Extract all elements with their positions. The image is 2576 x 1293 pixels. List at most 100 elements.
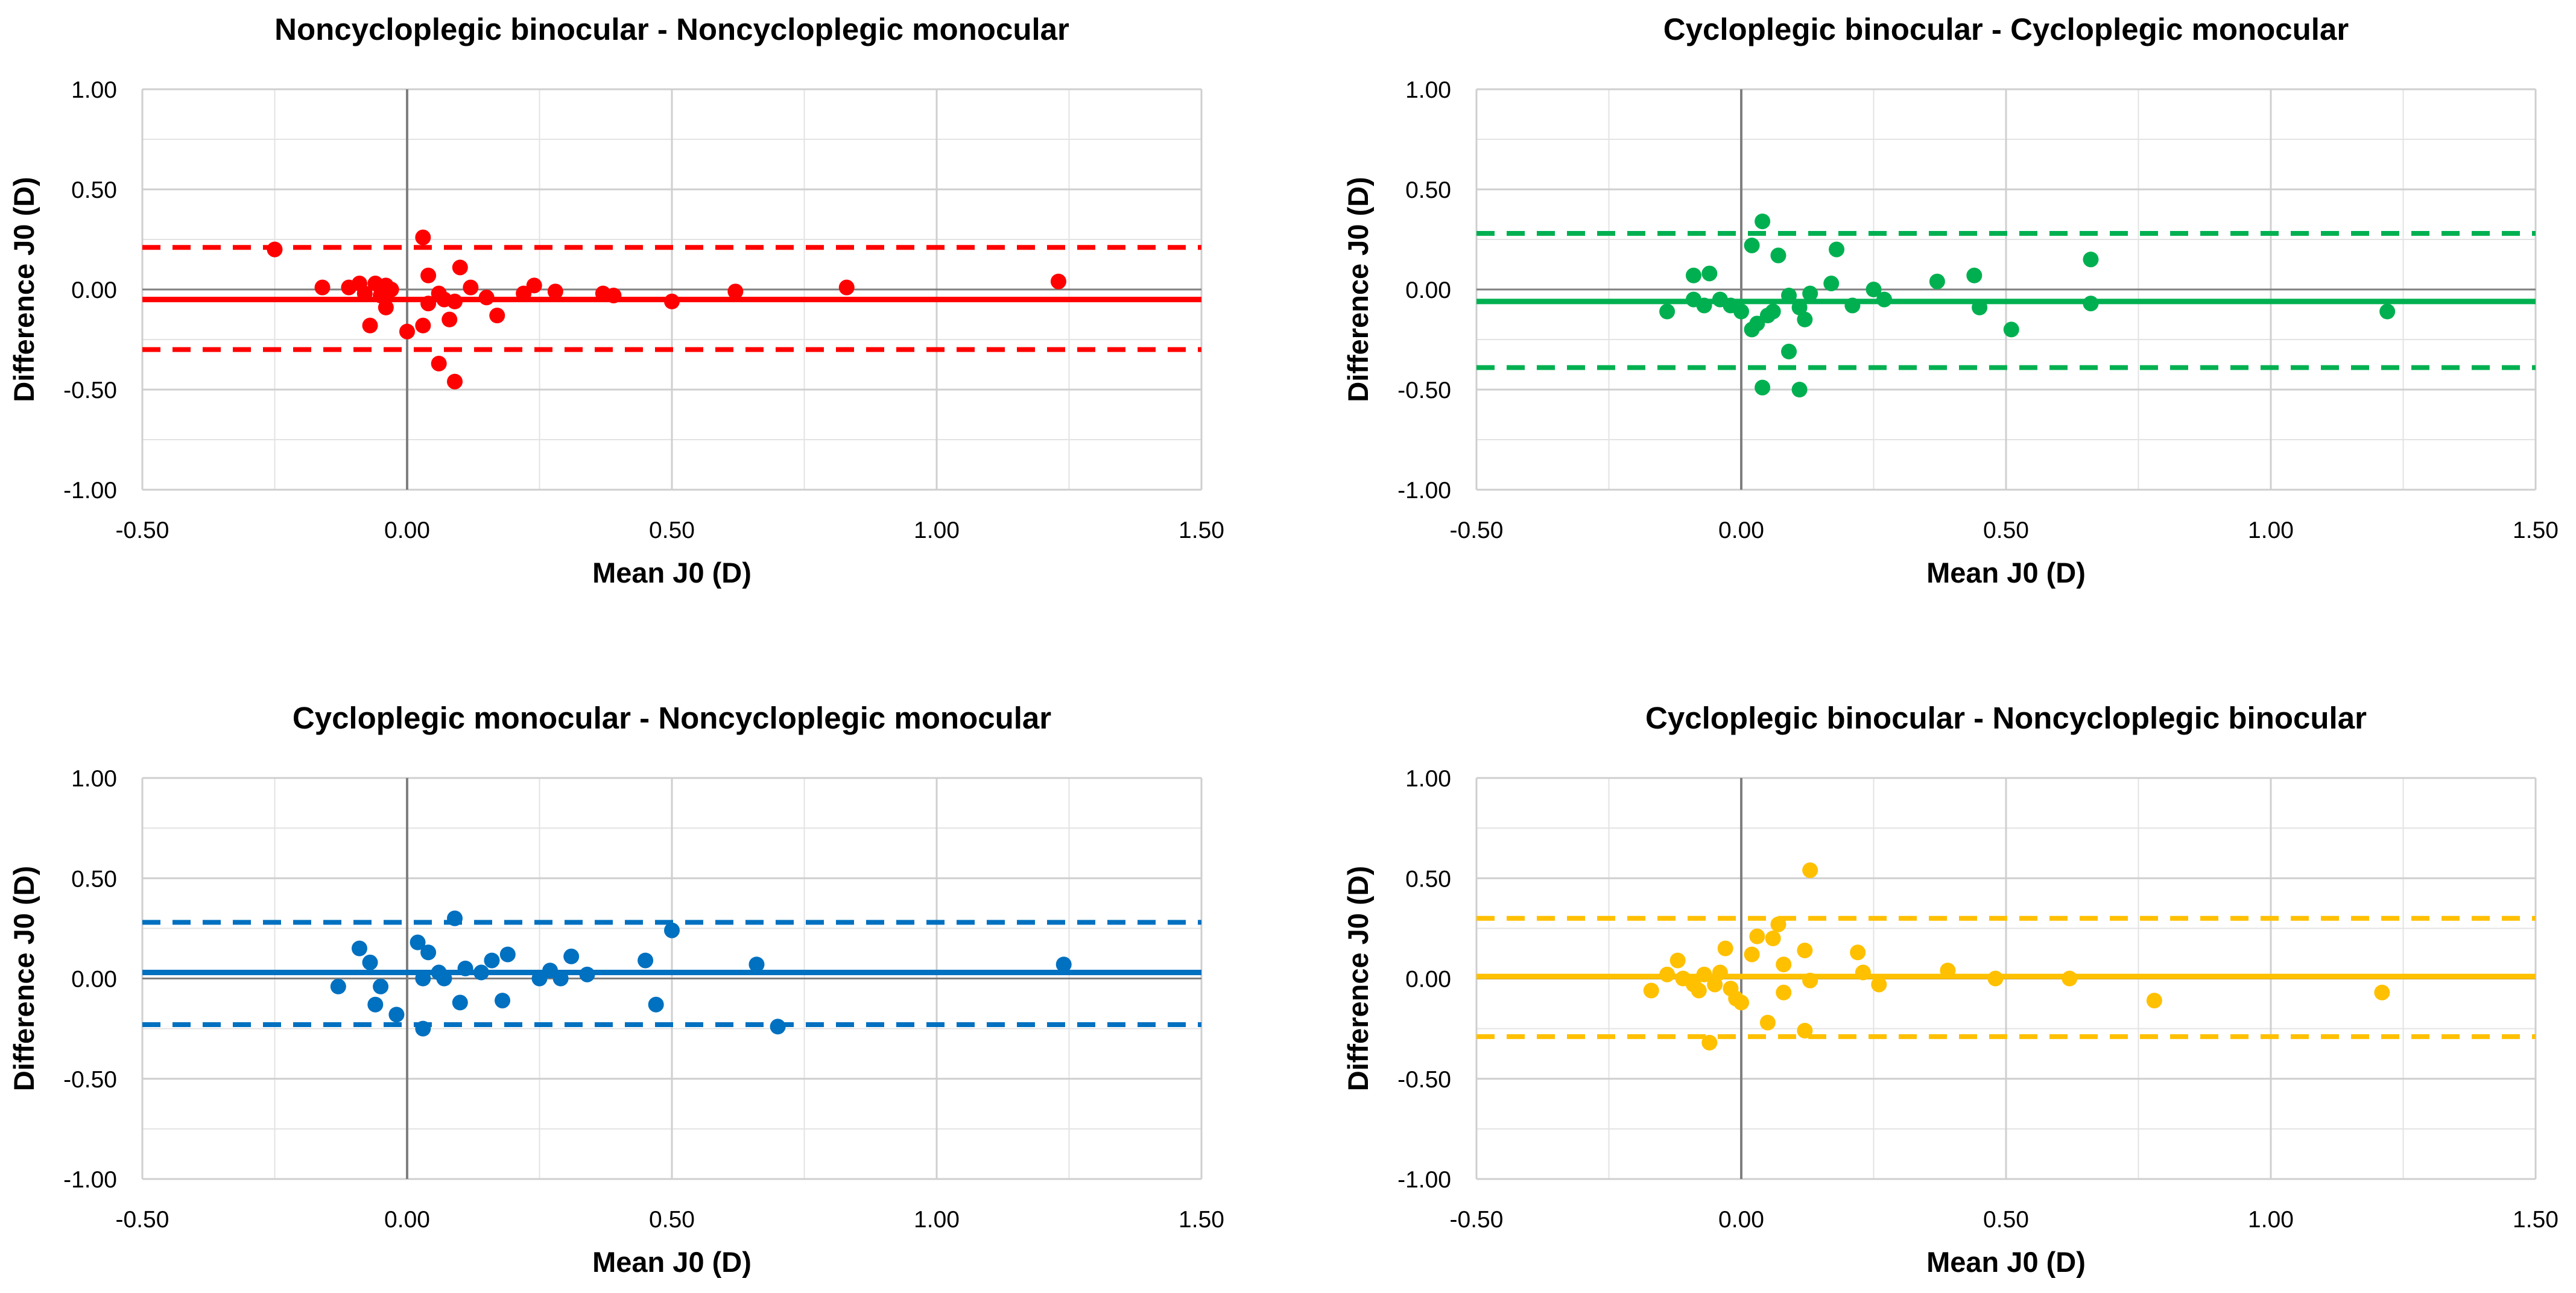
x-tick-label: -0.50 [1450,517,1504,543]
y-tick-label: 1.00 [1405,77,1451,103]
data-point [1791,382,1808,397]
x-tick-label: 0.50 [1983,1207,2029,1233]
data-point [447,373,463,390]
data-point [388,1007,405,1023]
data-point [1797,1022,1813,1039]
y-tick-label: 0.00 [71,277,117,303]
data-point [748,956,765,973]
data-point [1696,966,1712,982]
data-point [415,229,431,245]
data-point [463,279,479,296]
data-point [267,241,283,258]
y-axis-title: Difference J0 (D) [8,866,40,1092]
data-point [447,293,463,309]
y-tick-label: 1.00 [1405,766,1451,792]
data-point [1733,994,1749,1011]
data-point [1987,970,2004,987]
data-point [420,944,437,961]
x-axis-title: Mean J0 (D) [592,557,752,589]
data-point [452,994,468,1011]
data-point [362,317,378,334]
data-point [362,954,378,970]
x-tick-label: 0.00 [1718,1207,1764,1233]
data-point [1797,942,1813,958]
data-point [1669,952,1686,969]
data-point [447,910,463,926]
chart-panel-4: 1.00 0.50 0.00 -0.50 -1.00 -0.50 0.00 0.50 1.00 1… [1342,701,2559,1278]
data-point [489,308,505,324]
data-point [367,996,384,1013]
chart-title: Cycloplegic binocular - Noncycloplegic b… [1645,701,2367,735]
data-point [1823,276,1840,292]
data-point [1871,976,1887,993]
data-point [664,293,680,309]
data-point [1776,956,1792,973]
data-point [1972,299,1988,315]
data-point [330,978,346,994]
x-tick-label: -0.50 [1450,1207,1504,1233]
x-axis-title: Mean J0 (D) [1926,1246,2086,1278]
data-point [2379,303,2396,320]
data-point [431,355,447,371]
data-point [373,978,389,994]
y-tick-label: 1.00 [71,77,117,103]
y-tick-label: -1.00 [1397,478,1451,504]
data-point [478,289,495,306]
data-point [2083,296,2099,312]
data-point [441,311,458,327]
x-tick-label: 1.00 [2248,517,2294,543]
data-point [420,296,437,312]
y-tick-label: -0.50 [63,1067,117,1093]
y-axis-title: Difference J0 (D) [1342,177,1374,402]
data-point [547,283,563,300]
data-point [727,283,744,300]
data-point [1701,265,1718,282]
x-axis-title: Mean J0 (D) [592,1246,752,1278]
data-point [648,996,664,1013]
data-point [1802,285,1818,302]
data-point [770,1019,786,1035]
y-tick-label: -0.50 [1397,1067,1451,1093]
y-tick-label: 1.00 [71,766,117,792]
x-tick-label: 0.50 [1983,517,2029,543]
data-point [1659,303,1676,320]
data-point [1685,267,1701,283]
y-tick-label: -0.50 [63,378,117,403]
x-tick-label: 0.00 [384,1207,430,1233]
data-point [499,946,516,963]
y-tick-label: 0.00 [1405,967,1451,993]
data-point [1797,311,1813,327]
data-point [1855,964,1871,981]
data-point [1055,956,1072,973]
data-point [484,952,500,969]
y-tick-label: -1.00 [63,1167,117,1193]
data-point [563,948,580,964]
data-point [1781,343,1797,359]
data-point [420,267,437,283]
x-tick-label: 1.50 [2513,517,2559,543]
x-tick-label: 0.50 [649,517,695,543]
x-tick-label: 1.00 [2248,1207,2294,1233]
y-tick-label: 0.50 [71,866,117,892]
data-point [1866,282,1882,297]
data-point [2146,993,2162,1009]
data-point [1733,303,1749,320]
data-point [606,287,622,303]
x-tick-label: 1.50 [1179,517,1224,543]
chart-panel-2: 1.00 0.50 0.00 -0.50 -1.00 -0.50 0.00 0.50 1.00 1… [1342,12,2559,589]
data-point [1966,267,1983,283]
data-point [1765,303,1781,320]
chart-panel-1: 1.00 0.50 0.00 -0.50 -1.00 -0.50 0.00 0.50 1.00 1… [8,12,1224,589]
data-point [415,317,431,334]
data-point [1643,982,1659,999]
data-point [1696,297,1712,314]
x-tick-label: 0.50 [649,1207,695,1233]
x-tick-label: 0.00 [1718,517,1764,543]
data-point [1770,247,1786,264]
y-axis-title: Difference J0 (D) [1342,866,1374,1092]
data-point [351,940,367,956]
x-tick-label: 1.00 [914,1207,960,1233]
chart-title: Noncycloplegic binocular - Noncycloplegi… [274,12,1069,46]
data-point [1691,982,1707,999]
